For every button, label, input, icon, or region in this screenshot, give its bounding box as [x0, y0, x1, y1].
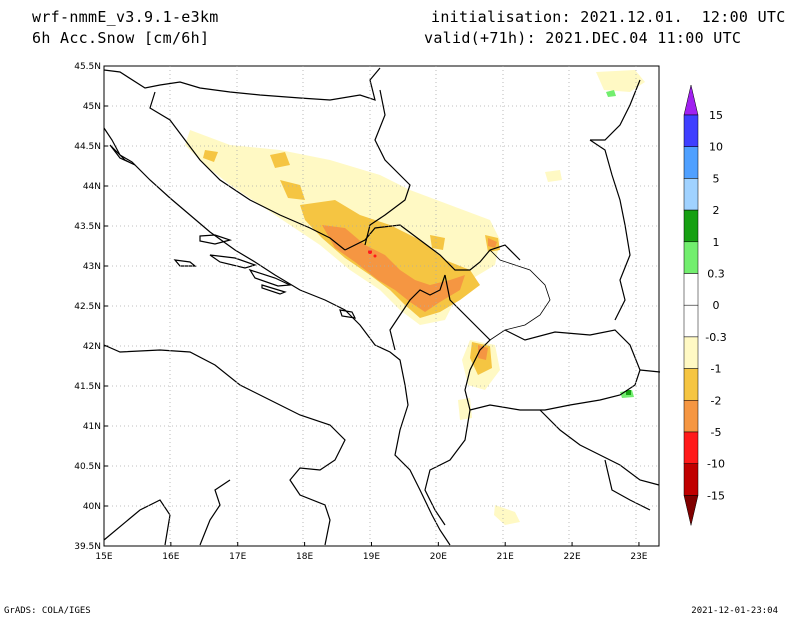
- field-title: 6h Acc.Snow [cm/6h]: [32, 29, 210, 47]
- legend-label: -5: [711, 426, 722, 439]
- legend-label: 5: [713, 172, 720, 185]
- legend-label: -1: [711, 363, 722, 376]
- lat-label: 39.5N: [74, 542, 101, 552]
- colorbar-legend: 15 10 5 2 1 0.3 0 -0.3 -1 -2 -5 -10 -15: [683, 84, 727, 526]
- legend-label: 2: [713, 204, 720, 217]
- lat-label: 40N: [83, 502, 101, 512]
- legend-swatch: [683, 431, 699, 464]
- lat-label: 43.5N: [74, 222, 101, 232]
- lon-label: 17E: [229, 552, 246, 562]
- legend-swatch: [683, 304, 699, 338]
- lon-label: 21E: [497, 552, 514, 562]
- legend-swatch: [683, 241, 699, 274]
- lat-label: 42N: [83, 342, 101, 352]
- valid-time: valid(+71h): 2021.DEC.04 11:00 UTC: [424, 29, 742, 47]
- lon-label: 15E: [95, 552, 112, 562]
- footer-credit: GrADS: COLA/IGES: [4, 606, 91, 616]
- legend-swatch: [683, 114, 699, 147]
- snow-field: [185, 70, 645, 525]
- legend-swatch: [683, 178, 699, 211]
- legend-swatch: [683, 368, 699, 401]
- lon-label: 23E: [630, 552, 647, 562]
- legend-label: -15: [707, 489, 725, 502]
- legend-swatch: [683, 273, 699, 306]
- lat-label: 45N: [83, 102, 101, 112]
- lon-label: 20E: [430, 552, 447, 562]
- legend-label: 10: [709, 141, 723, 154]
- lat-label: 44N: [83, 182, 101, 192]
- legend-label: 15: [709, 109, 723, 122]
- model-title: wrf-nmmE_v3.9.1-e3km: [32, 8, 219, 26]
- legend-label: 0.3: [707, 268, 725, 281]
- lon-label: 19E: [363, 552, 380, 562]
- legend-swatch: [683, 209, 699, 243]
- legend-swatch: [683, 146, 699, 179]
- init-time: initialisation: 2021.12.01. 12:00 UTC: [431, 8, 786, 26]
- lat-label: 40.5N: [74, 462, 101, 472]
- lat-label: 44.5N: [74, 142, 101, 152]
- plot-frame: [103, 65, 660, 547]
- legend-label: 0: [713, 299, 720, 312]
- lon-label: 16E: [162, 552, 179, 562]
- legend-swatch: [683, 336, 699, 369]
- legend-cap-top: [683, 84, 699, 116]
- legend-swatch: [683, 400, 699, 433]
- legend-swatch: [683, 463, 699, 496]
- lat-label: 42.5N: [74, 302, 101, 312]
- gridlines: [104, 66, 659, 546]
- legend-label: 1: [713, 236, 720, 249]
- legend-label: -2: [711, 394, 722, 407]
- lon-label: 22E: [564, 552, 581, 562]
- footer-timestamp: 2021-12-01-23:04: [691, 606, 778, 616]
- borders: [103, 67, 661, 526]
- latitude-labels: 45.5N 45N 44.5N 44N 43.5N 43N 42.5N 42N 41.5N 41N…: [74, 62, 108, 552]
- legend-label: -0.3: [705, 331, 726, 344]
- lat-label: 45.5N: [74, 62, 101, 72]
- legend-cap-bottom: [683, 495, 699, 526]
- legend-label: -10: [707, 458, 725, 471]
- longitude-labels: 15E 16E 17E 18E 19E 20E 21E 22E 23E: [95, 542, 648, 562]
- lat-label: 41.5N: [74, 382, 101, 392]
- lat-label: 43N: [83, 262, 101, 272]
- lon-label: 18E: [296, 552, 313, 562]
- lat-label: 41N: [83, 422, 101, 432]
